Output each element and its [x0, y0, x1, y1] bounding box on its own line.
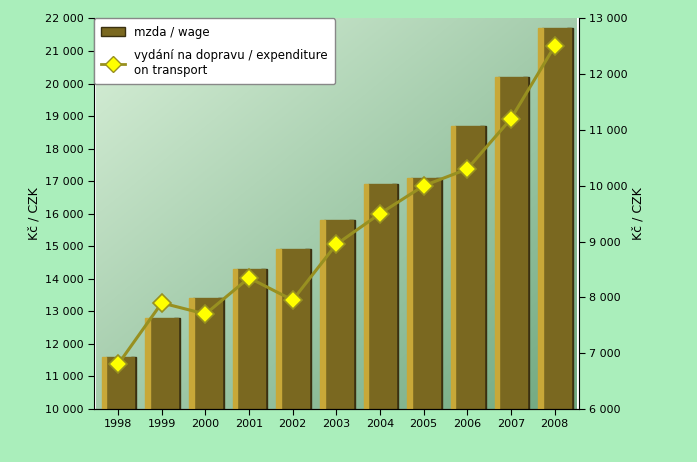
- Bar: [218, 298, 224, 409]
- Bar: [411, 178, 440, 409]
- Bar: [567, 28, 573, 409]
- Bar: [454, 126, 484, 409]
- Bar: [261, 269, 268, 409]
- Bar: [149, 318, 178, 409]
- Bar: [276, 249, 281, 409]
- Y-axis label: Kč / CZK: Kč / CZK: [28, 187, 40, 240]
- Bar: [193, 298, 222, 409]
- Bar: [174, 318, 180, 409]
- Bar: [494, 77, 499, 409]
- Bar: [146, 318, 150, 409]
- Bar: [233, 269, 237, 409]
- Bar: [324, 220, 353, 409]
- Bar: [436, 178, 442, 409]
- Bar: [538, 28, 543, 409]
- Bar: [130, 357, 137, 409]
- Bar: [236, 269, 266, 409]
- Bar: [407, 178, 412, 409]
- Bar: [348, 220, 355, 409]
- Y-axis label: Kč / CZK: Kč / CZK: [631, 187, 645, 240]
- Bar: [498, 77, 527, 409]
- Bar: [102, 357, 107, 409]
- Bar: [106, 357, 135, 409]
- Legend: mzda / wage, vydání na dopravu / expenditure
on transport: mzda / wage, vydání na dopravu / expendi…: [94, 18, 335, 84]
- Bar: [480, 126, 486, 409]
- Bar: [189, 298, 194, 409]
- Bar: [451, 126, 455, 409]
- Bar: [305, 249, 311, 409]
- Bar: [367, 184, 397, 409]
- Bar: [364, 184, 368, 409]
- Bar: [320, 220, 325, 409]
- Bar: [392, 184, 398, 409]
- Bar: [280, 249, 309, 409]
- Bar: [523, 77, 529, 409]
- Bar: [542, 28, 571, 409]
